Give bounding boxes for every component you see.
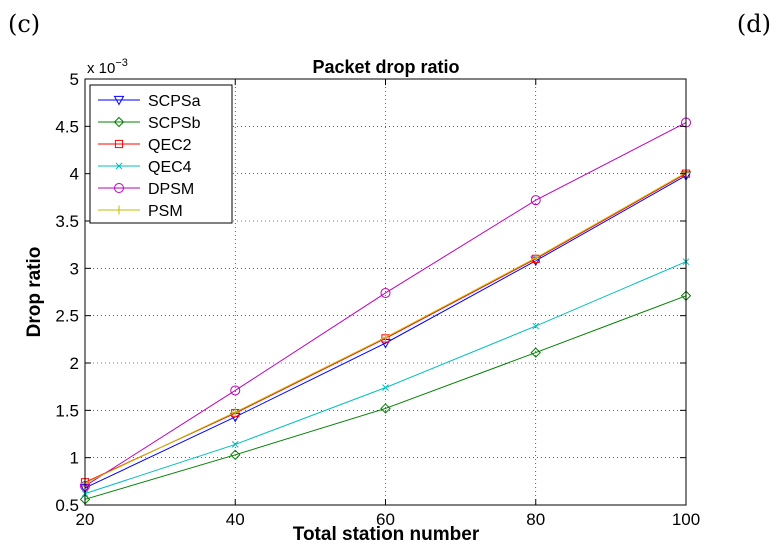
legend-marker [114, 139, 124, 149]
legend-marker [113, 95, 125, 106]
series-line-dpsm [84, 122, 687, 487]
chart-title: Packet drop ratio [312, 57, 459, 77]
data-point-psm [531, 253, 541, 263]
grid-lines [85, 79, 686, 505]
y-axis-multiplier: x 10−3 [87, 57, 128, 77]
y-tick-label: 2 [70, 354, 79, 373]
data-point-dpsm [530, 195, 541, 206]
legend-marker [114, 205, 124, 215]
data-point-scpsb [230, 449, 241, 461]
x-axis-label: Total station number [293, 524, 480, 545]
y-tick-label: 2.5 [55, 307, 79, 326]
data-point-scpsb [380, 403, 391, 414]
legend-item-dpsm: DPSM [98, 181, 194, 198]
legend-item-qec4: QEC4 [98, 159, 192, 176]
data-point-scpsb [530, 347, 541, 358]
x-tick-label: 20 [76, 510, 95, 529]
panel-label-right: (d) [736, 10, 771, 38]
svg-text:x 10−3: x 10−3 [87, 57, 128, 77]
y-axis-label: Drop ratio [24, 247, 45, 338]
marker-stroke [382, 384, 389, 391]
series-line-scpsb [84, 295, 687, 500]
x-tick-label: 80 [526, 510, 545, 529]
y-tick-label: 4.5 [55, 117, 79, 136]
x-tick-label: 100 [672, 510, 700, 529]
data-point-qec4 [382, 384, 389, 391]
axis-ticks: 20 40 60 80 100 0.5 1 1.5 2 2.5 3 3.5 4 4.5 5 [55, 70, 700, 529]
data-point-qec4 [532, 322, 540, 330]
legend-label: SCPSa [148, 93, 201, 110]
data-point-qec4 [231, 441, 239, 448]
legend: SCPSa SCPSb QEC2 QEC4 DPSM PSM [89, 84, 233, 224]
legend-item-scpsb: SCPSb [98, 115, 201, 132]
y-tick-label: 4 [70, 165, 79, 184]
data-point-psm [230, 407, 240, 417]
legend-label: PSM [148, 203, 183, 220]
legend-marker [115, 162, 123, 170]
legend-item-psm: PSM [98, 203, 183, 220]
legend-label: QEC4 [148, 159, 192, 176]
legend-label: QEC2 [148, 137, 192, 154]
panel-label-left: (c) [8, 10, 41, 38]
y-tick-label: 1 [70, 449, 79, 468]
marker-stroke [532, 322, 540, 330]
series-line-scpsa [84, 175, 687, 489]
series-qec4 [81, 258, 690, 497]
legend-label: SCPSb [148, 115, 201, 132]
data-point-dpsm [230, 385, 241, 396]
x-tick-label: 40 [226, 510, 245, 529]
marker-stroke [231, 441, 239, 448]
data-point-dpsm [380, 287, 391, 298]
y-multiplier-exponent: −3 [115, 57, 128, 69]
y-tick-label: 1.5 [55, 401, 79, 420]
x-tick-label: 60 [376, 510, 395, 529]
legend-box [89, 84, 233, 224]
series-layer [79, 117, 692, 505]
y-tick-label: 3.5 [55, 212, 79, 231]
legend-label: DPSM [148, 181, 194, 198]
y-multiplier-base: x 10 [87, 60, 115, 77]
legend-item-qec2: QEC2 [98, 137, 192, 154]
legend-marker [113, 116, 125, 128]
legend-item-scpsa: SCPSa [98, 93, 201, 110]
y-tick-label: 3 [70, 259, 79, 278]
series-psm [80, 168, 691, 488]
y-tick-label: 0.5 [55, 496, 79, 515]
data-point-psm [381, 332, 390, 342]
legend-marker [114, 183, 124, 193]
marker-stroke [115, 162, 123, 170]
y-tick-label: 5 [70, 70, 79, 89]
